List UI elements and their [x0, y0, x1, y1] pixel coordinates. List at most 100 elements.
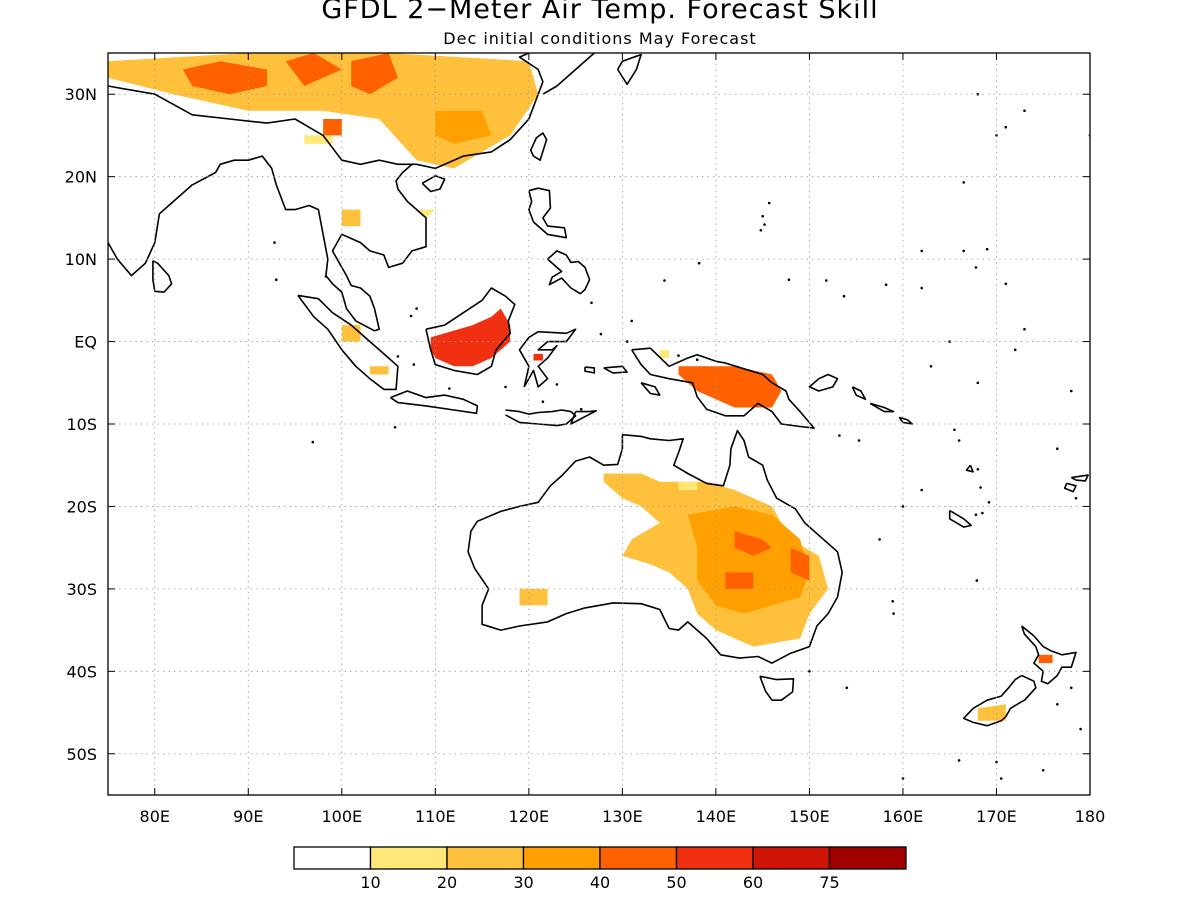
island-dot [1023, 327, 1026, 331]
colorbar-label: 75 [819, 873, 839, 892]
island-dot [273, 241, 276, 244]
colorbar-label: 10 [360, 873, 380, 892]
lon-tick-label: 120E [509, 807, 550, 826]
lat-tick-label: 10N [65, 250, 97, 269]
island-dot [393, 426, 397, 429]
island-dot [878, 538, 881, 541]
island-dot [981, 511, 984, 515]
island-dot [412, 363, 416, 366]
island-dot [415, 307, 418, 310]
island-dot [920, 249, 923, 253]
island-dot [808, 670, 811, 673]
island-dot [1079, 727, 1082, 731]
coastline [108, 155, 427, 332]
island-dot [1004, 125, 1008, 129]
skill-region [687, 506, 810, 614]
island-dot [695, 358, 699, 362]
island-dot [825, 279, 828, 282]
coastline [617, 53, 642, 86]
island-dot [929, 365, 933, 368]
lat-tick-label: 20S [66, 497, 97, 516]
colorbar-label: 40 [590, 873, 610, 892]
island-dot [987, 501, 991, 504]
skill-region [725, 572, 754, 589]
coastline [467, 429, 844, 664]
island-dot [999, 777, 1003, 780]
island-dot [974, 266, 978, 269]
island-dot [677, 354, 680, 357]
colorbar-swatch [293, 846, 372, 870]
skill-region [182, 61, 267, 95]
island-dot [1070, 389, 1073, 393]
axis-tick-layer: 80E 90E 100E 110E 120E 130E 140E 150E 160E 170E 18… [65, 53, 1106, 826]
island-dot [409, 314, 413, 318]
colorbar-swatch [599, 846, 678, 870]
island-dot [920, 286, 923, 290]
island-dot [838, 434, 841, 437]
island-dot [920, 488, 923, 492]
island-dot [625, 340, 629, 343]
skill-region [734, 531, 772, 556]
skill-region [977, 704, 1006, 721]
coastline [570, 409, 598, 425]
coastline [518, 328, 577, 388]
colorbar-swatch [446, 846, 525, 870]
coastline [603, 365, 628, 374]
skill-region [430, 308, 511, 367]
coastline [962, 674, 1037, 727]
island-dot [761, 214, 764, 218]
skill-region [790, 547, 810, 581]
coastline [808, 373, 839, 392]
island-dot [541, 400, 545, 404]
island-dot [763, 223, 766, 226]
island-dot [995, 134, 998, 137]
skill-region [519, 588, 548, 606]
island-dot [976, 468, 980, 471]
map-subtitle: Dec initial conditions May Forecast [443, 29, 757, 48]
island-dot [663, 279, 666, 282]
island-dot [759, 229, 763, 232]
coastline [759, 675, 795, 702]
coastline [898, 416, 914, 425]
island-dot [962, 181, 965, 184]
island-dot [891, 600, 894, 603]
coastline [631, 347, 815, 429]
island-dot [1023, 109, 1026, 112]
colorbar-label: 50 [666, 873, 686, 892]
island-dot [504, 385, 507, 389]
coastline [421, 175, 446, 193]
coastline [152, 260, 173, 293]
skill-region [369, 366, 389, 375]
skill-region [416, 209, 436, 218]
island-dot [275, 278, 278, 282]
island-dot [324, 275, 328, 278]
skill-region [1038, 654, 1053, 664]
lon-tick-label: 160E [883, 807, 924, 826]
island-dot [448, 387, 451, 390]
skill-region [341, 209, 361, 227]
island-dot [1041, 769, 1045, 772]
island-dot [1074, 496, 1078, 500]
skill-region [678, 481, 698, 490]
lat-tick-label: EQ [74, 333, 97, 352]
coastline [542, 53, 595, 95]
graticule-layer [108, 53, 1090, 795]
island-dot [974, 513, 978, 516]
coastline [1020, 625, 1077, 685]
island-dot [590, 301, 593, 305]
lat-tick-label: 10S [66, 415, 97, 434]
lat-tick-label: 40S [66, 662, 97, 681]
lon-tick-label: 180 [1075, 807, 1106, 826]
lon-tick-label: 100E [321, 807, 362, 826]
skill-region [341, 325, 361, 342]
coastline [529, 132, 548, 161]
island-dot [975, 579, 979, 582]
colorbar-swatch [752, 846, 831, 870]
island-dot [884, 283, 888, 287]
coastline [1063, 482, 1077, 493]
lat-tick-label: 50S [66, 745, 97, 764]
island-dot [787, 278, 791, 282]
lon-tick-label: 170E [976, 807, 1017, 826]
island-dot [842, 294, 846, 298]
